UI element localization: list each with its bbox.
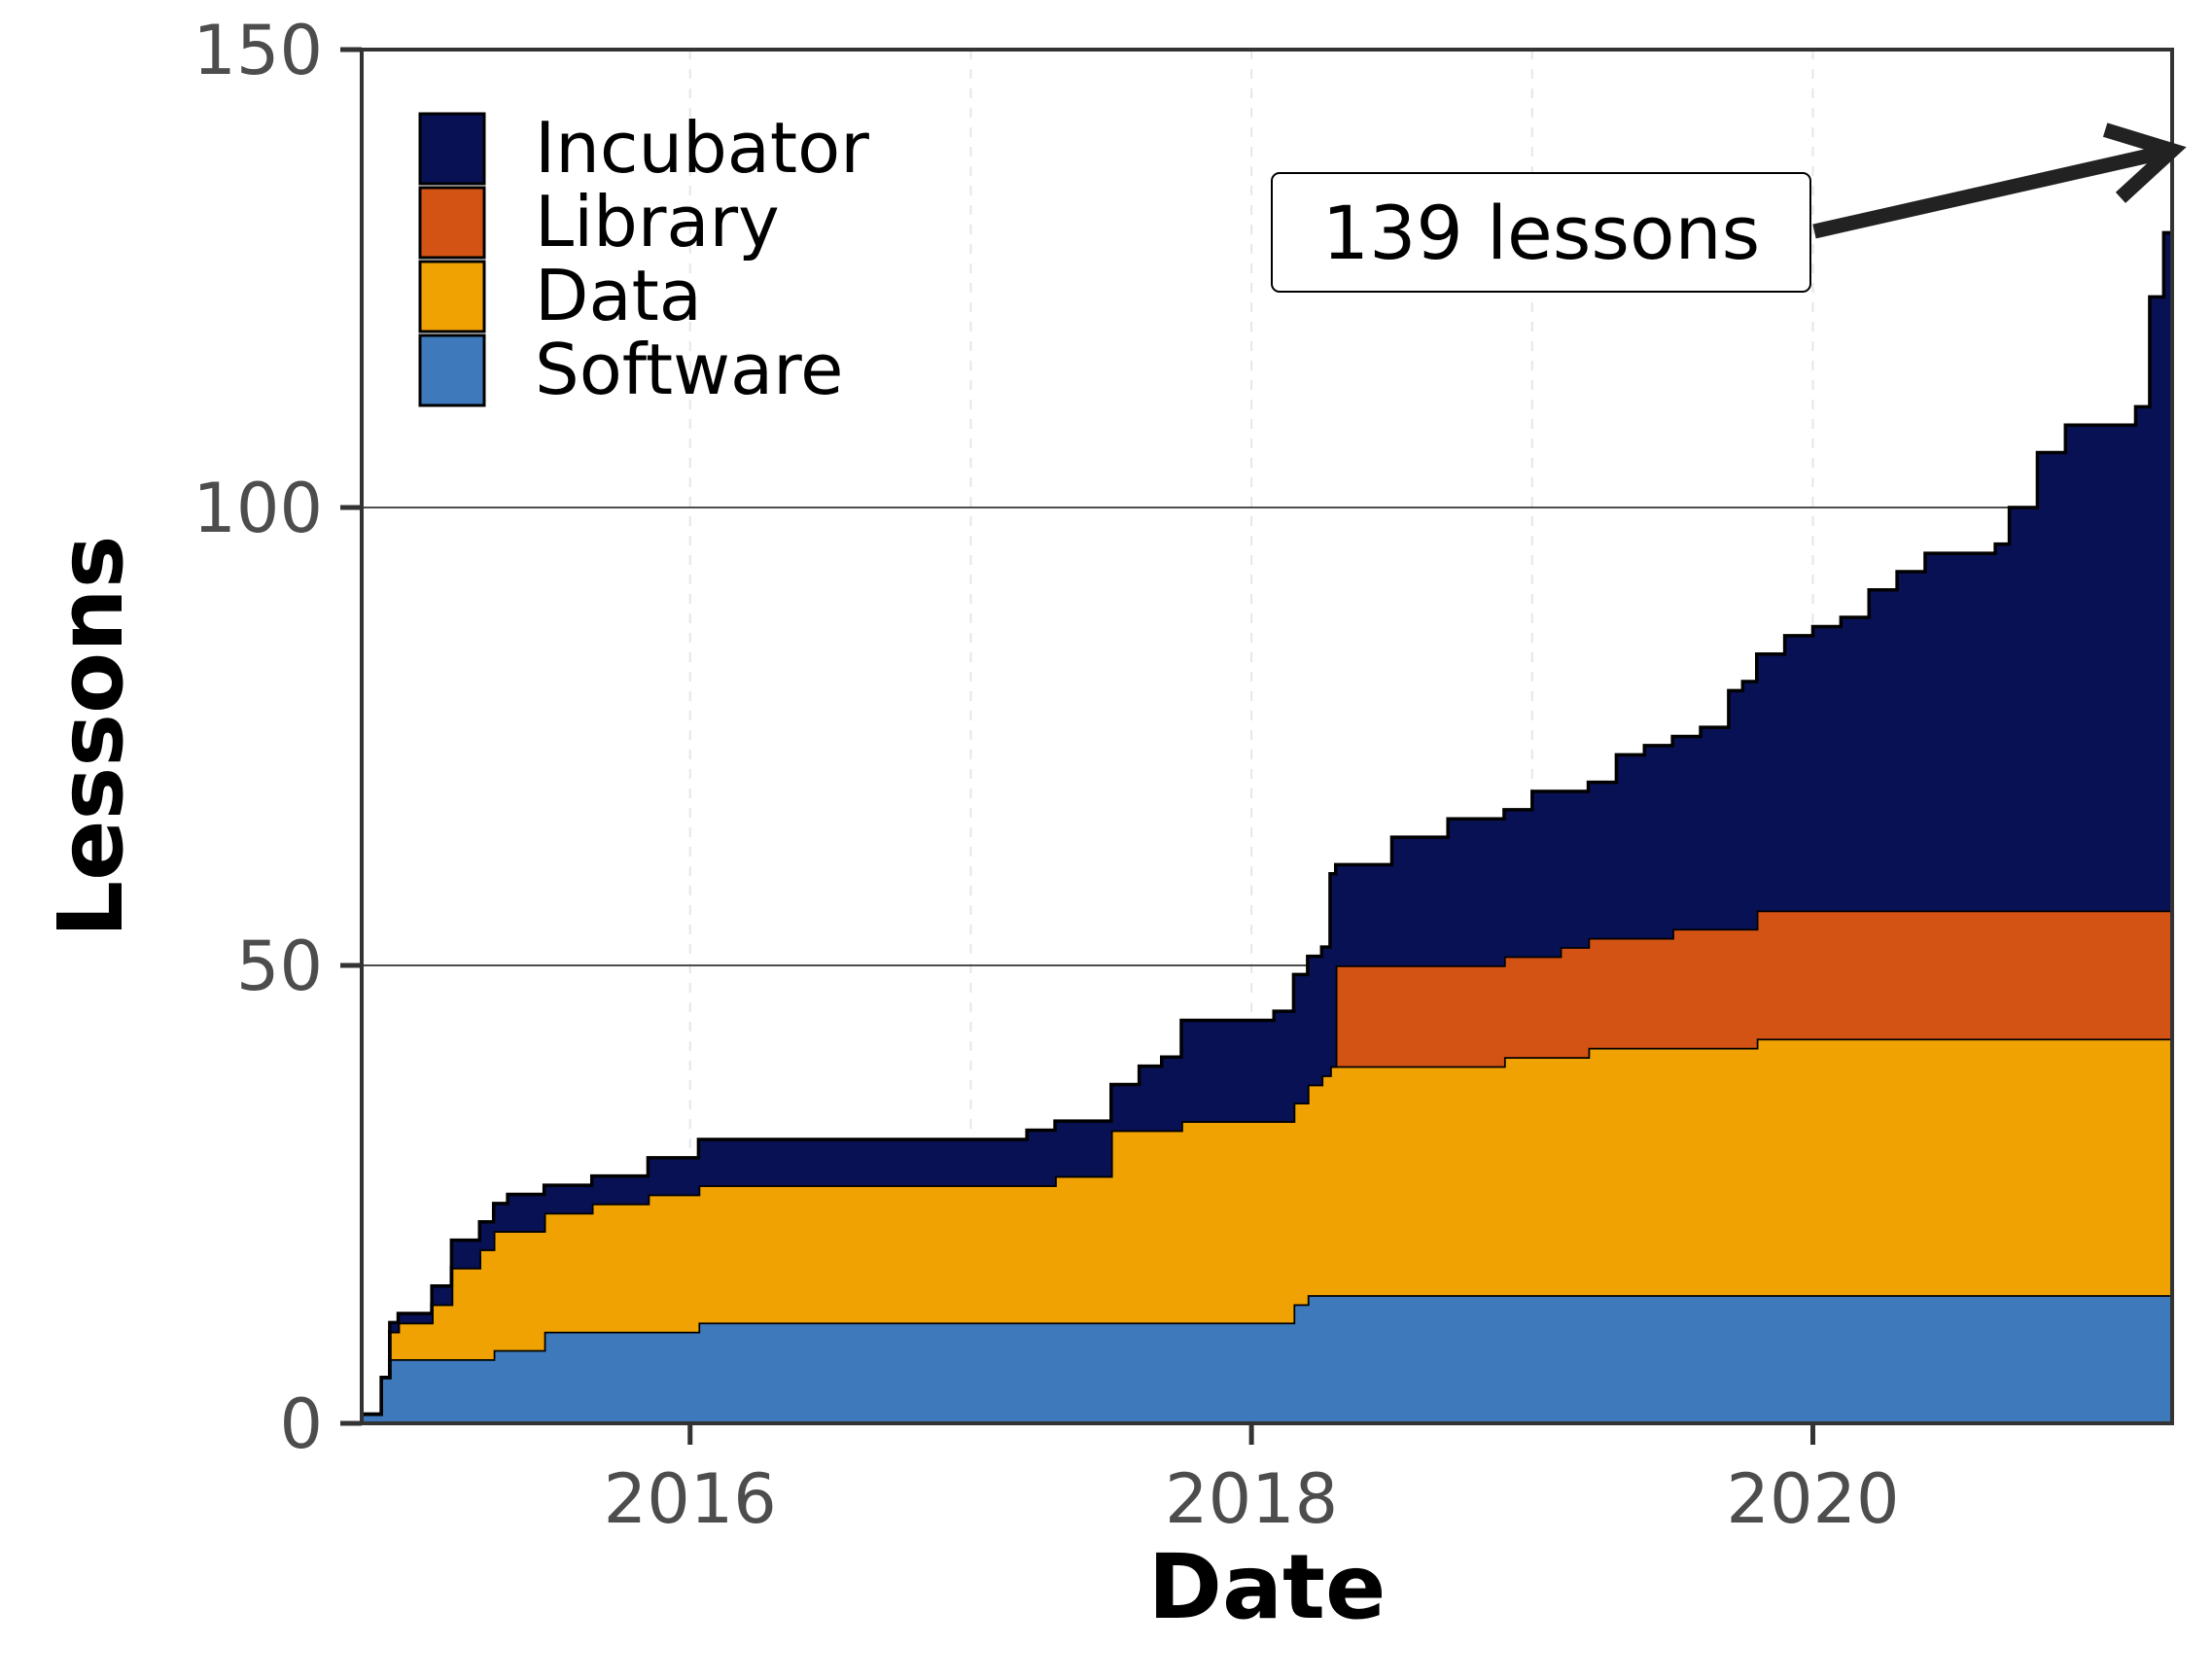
plot-panel-border [360, 48, 2174, 1425]
x-tick-label: 2018 [1165, 1459, 1338, 1539]
legend-key-incubator [418, 112, 486, 186]
axes: 0 50 100 150 2016 2018 2020 [193, 11, 1899, 1539]
y-tick-label: 0 [279, 1384, 323, 1464]
legend-key-data [418, 260, 486, 333]
legend-label-software: Software [535, 329, 843, 410]
legend-key-library [418, 186, 486, 260]
legend-label-library: Library [535, 181, 780, 262]
x-axis-title: Date [1148, 1535, 1387, 1639]
area-data [362, 1038, 2172, 1415]
area-software [362, 1295, 2172, 1423]
stacked-areas [362, 150, 2174, 1423]
y-tick-label: 150 [193, 11, 323, 90]
y-tick-label: 50 [236, 927, 323, 1006]
legend-key-software [418, 333, 486, 407]
legend-label-incubator: Incubator [535, 107, 869, 189]
annotation: 139 lessons [1271, 122, 2187, 293]
y-axis-title: Lessons [39, 536, 143, 938]
area-outline-incubator [362, 150, 2174, 1417]
area-library [362, 910, 2172, 1415]
annotation-box [1271, 172, 1811, 293]
y-tick-label: 100 [193, 469, 323, 548]
x-tick-label: 2016 [604, 1459, 777, 1539]
annotation-arrow-line [1812, 144, 2170, 239]
legend-label-data: Data [535, 255, 702, 336]
annotation-label: 139 lessons [1322, 190, 1761, 276]
area-incubator [362, 150, 2172, 1415]
annotation-arrow-head [2102, 122, 2187, 203]
x-tick-label: 2020 [1726, 1459, 1899, 1539]
